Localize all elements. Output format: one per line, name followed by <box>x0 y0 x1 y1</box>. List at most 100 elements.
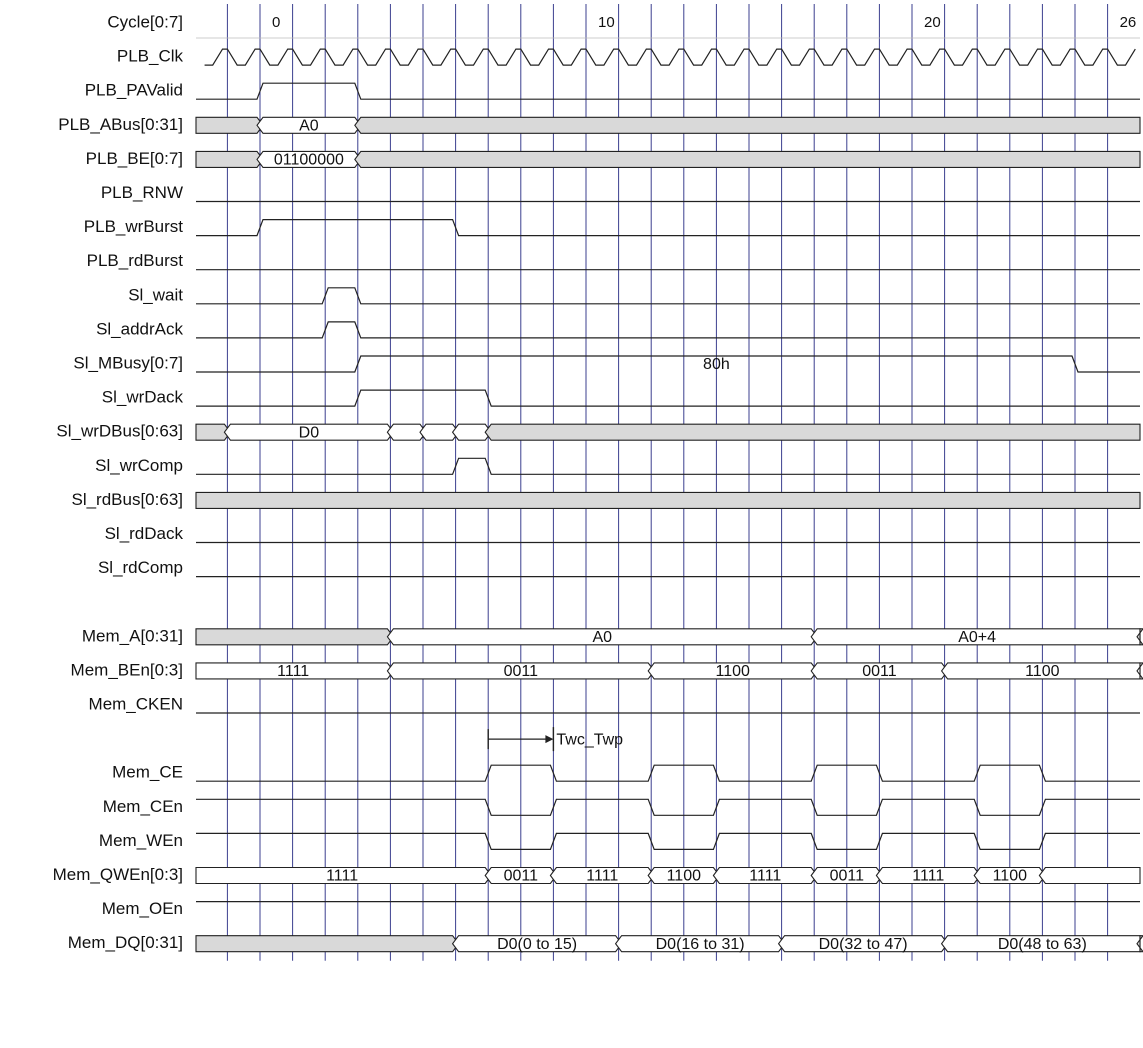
signal-name: Cycle[0:7] <box>107 12 183 31</box>
signal-name: Sl_wrComp <box>95 456 183 475</box>
signal-row: Cycle[0:7] 0 10 20 26 <box>107 12 1140 39</box>
signal-name: Sl_rdBus[0:63] <box>71 490 183 509</box>
signal-waveform <box>196 355 1140 373</box>
bus-value-segment <box>1038 866 1141 885</box>
signal-name: PLB_PAValid <box>85 81 183 100</box>
arrow-head <box>545 735 554 744</box>
bus-undefined-segment <box>1136 628 1143 646</box>
bus-value-label: D0 <box>299 424 320 441</box>
signal-row: PLB_rdBurst <box>87 251 1140 271</box>
bus-value-label: 1111 <box>749 868 781 885</box>
signal-row: Sl_rdBus[0:63] <box>71 490 1141 509</box>
cycle-number: 10 <box>598 14 615 31</box>
signal-name: Mem_CKEN <box>89 694 183 713</box>
signal-row: Sl_addrAck <box>96 319 1140 339</box>
bus-value-label: A0 <box>593 629 613 646</box>
signal-name: PLB_ABus[0:31] <box>58 115 183 134</box>
bus-undefined-segment <box>195 491 1141 509</box>
signal-rows: Cycle[0:7] 0 10 20 26 PLB_Clk PLB_PAValid PLB_A… <box>53 12 1143 953</box>
signal-row: PLB_wrBurst <box>84 217 1140 237</box>
signal-row: Sl_wrDack <box>102 388 1140 407</box>
timing-annotation: Twc_Twp <box>556 731 623 748</box>
bus-value-label: 0011 <box>504 868 539 885</box>
signal-waveform <box>196 832 1140 851</box>
signal-name: Mem_QWEn[0:3] <box>53 865 183 884</box>
signal-name: Mem_CEn <box>103 797 183 816</box>
bus-value-label: D0(32 to 47) <box>819 936 908 953</box>
signal-row: Sl_MBusy[0:7] 80h <box>73 353 1140 373</box>
signal-row: PLB_Clk <box>117 47 1136 66</box>
clock-waveform <box>204 48 1136 66</box>
bus-undefined-segment <box>354 150 1141 168</box>
cycle-number: 26 <box>1120 14 1137 31</box>
bus-value-label: 1111 <box>912 868 944 885</box>
bus-value-label: 0011 <box>862 663 897 680</box>
signal-name: Mem_BEn[0:3] <box>71 660 183 679</box>
signal-row: Sl_wrDBus[0:63] D0 <box>56 422 1141 441</box>
signal-row: Mem_BEn[0:3] 1111 0011 1100 0011 1100 <box>71 660 1143 680</box>
signal-row: Sl_wait <box>128 285 1140 305</box>
signal-row: Mem_CKEN <box>89 694 1140 714</box>
signal-waveform <box>196 82 1140 100</box>
signal-row: PLB_RNW <box>101 183 1140 203</box>
signal-row: Mem_WEn <box>99 831 1140 851</box>
bus-undefined-segment <box>195 150 264 168</box>
signal-row: Sl_rdDack <box>105 524 1140 544</box>
signal-row: PLB_BE[0:7] 01100000 <box>86 149 1141 169</box>
signal-row: Mem_A[0:31] A0 A0+4 <box>82 626 1143 646</box>
bus-undefined-segment <box>484 423 1141 441</box>
signal-name: Mem_OEn <box>102 899 183 918</box>
bus-value-label: 0011 <box>830 868 865 885</box>
signal-name: PLB_wrBurst <box>84 217 183 236</box>
bus-undefined-segment <box>195 116 264 134</box>
signal-waveform <box>196 287 1140 305</box>
bus-value-label: D0(0 to 15) <box>497 936 577 953</box>
signal-row: Mem_QWEn[0:3] 1111 0011 1111 1100 1111 0011 111… <box>53 865 1141 885</box>
cycle-number: 20 <box>924 14 941 31</box>
signal-waveform <box>196 457 1140 475</box>
signal-name: PLB_BE[0:7] <box>86 149 183 168</box>
signal-row: Mem_CE <box>112 763 1140 782</box>
signal-name: Sl_wrDBus[0:63] <box>56 422 183 441</box>
bus-value-label: A0 <box>299 118 319 135</box>
bus-value-label: 1111 <box>277 663 309 680</box>
signal-name: Mem_DQ[0:31] <box>68 933 183 952</box>
bus-value-label: 01100000 <box>274 152 344 169</box>
bus-value-label: 1100 <box>993 868 1028 885</box>
signal-name: Sl_MBusy[0:7] <box>73 353 183 372</box>
signal-name: Mem_CE <box>112 763 183 782</box>
bus-value-label: 1111 <box>326 868 358 885</box>
bus-undefined-segment <box>195 935 460 953</box>
signal-name: PLB_rdBurst <box>87 251 184 270</box>
signal-waveform <box>196 321 1140 339</box>
signal-name: Sl_wait <box>128 285 183 304</box>
bus-value-label: 1111 <box>586 868 618 885</box>
signal-name: Mem_WEn <box>99 831 183 850</box>
bus-value-label: 1100 <box>1025 663 1060 680</box>
bus-value-segment <box>1136 662 1143 680</box>
signal-waveform <box>196 764 1140 782</box>
signal-row: Sl_wrComp <box>95 456 1140 475</box>
signal-row: Mem_DQ[0:31] D0(0 to 15) D0(16 to 31) D0(32… <box>68 933 1143 953</box>
signal-name: PLB_Clk <box>117 47 184 66</box>
signal-name: Sl_wrDack <box>102 388 184 407</box>
signal-row: PLB_PAValid <box>85 81 1140 100</box>
bus-undefined-segment <box>1136 935 1143 953</box>
signal-row: Twc_Twp <box>487 727 623 752</box>
bus-value-label: D0(48 to 63) <box>998 936 1087 953</box>
bus-undefined-segment <box>195 628 395 646</box>
bus-value-label: D0(16 to 31) <box>656 936 745 953</box>
signal-row: Sl_rdComp <box>98 558 1140 578</box>
signal-waveform <box>196 798 1140 816</box>
signal-row: Mem_CEn <box>103 797 1140 816</box>
signal-name: Mem_A[0:31] <box>82 626 183 645</box>
bus-value-label: 1100 <box>667 868 702 885</box>
bus-value-label: 1100 <box>715 663 750 680</box>
signal-waveform <box>196 389 1140 407</box>
bus-value-label: 0011 <box>504 663 539 680</box>
signal-name: Sl_rdComp <box>98 558 183 577</box>
signal-row: Mem_OEn <box>102 899 1140 918</box>
bus-value-label: A0+4 <box>958 629 996 646</box>
signal-name: Sl_addrAck <box>96 319 183 338</box>
